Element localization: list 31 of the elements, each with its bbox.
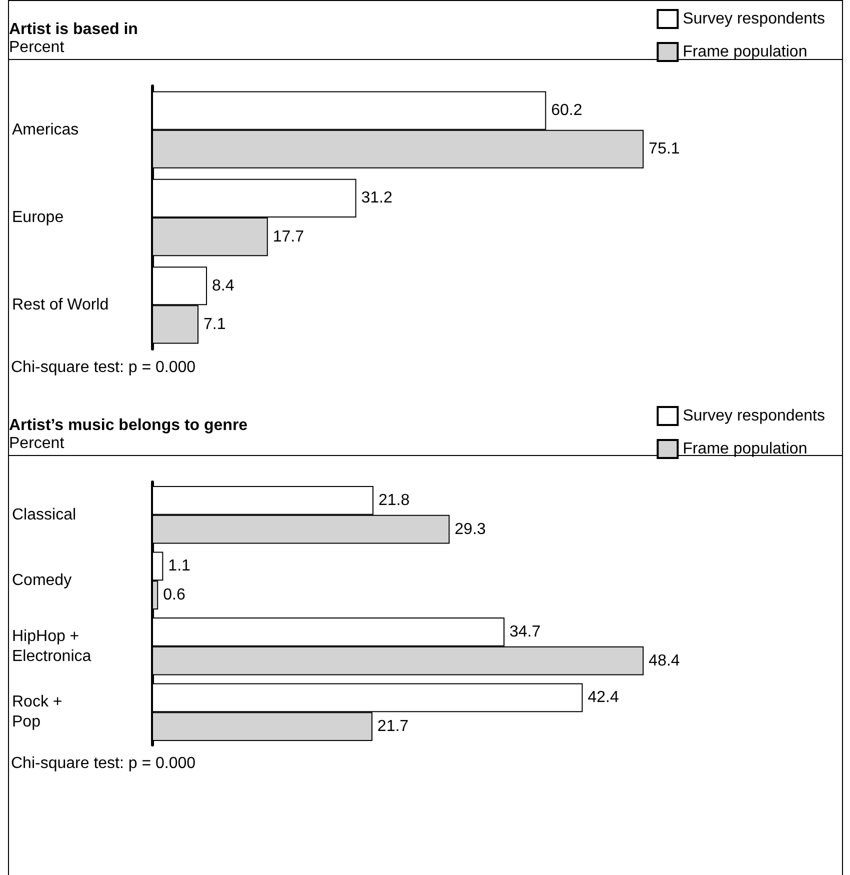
y-tick-label: Rest of World: [12, 296, 109, 314]
data-label: 8.4: [212, 277, 234, 294]
data-label: 60.2: [551, 102, 582, 120]
chart-title: Artist’s music belongs to genre: [9, 417, 248, 434]
y-tick-label: Europe: [12, 209, 64, 226]
y-tick-label: Classical: [12, 506, 76, 524]
y-tick-label: Americas: [12, 121, 79, 138]
data-label: 21.8: [378, 492, 410, 509]
data-label: 17.7: [272, 228, 304, 246]
data-label: 21.7: [377, 718, 409, 736]
data-label: 7.1: [203, 316, 226, 333]
y-tick-label: Rock + Pop: [12, 694, 62, 731]
data-label: 42.4: [588, 689, 619, 706]
legend-label: Survey respondents: [682, 408, 826, 424]
y-tick-label: HipHop + Electronica: [12, 628, 92, 665]
text: Chi-square test: p = 0.000: [11, 359, 196, 377]
chart-title: Artist is based in: [9, 21, 138, 38]
legend-label: Frame population: [682, 440, 808, 458]
data-label: 75.1: [648, 140, 680, 158]
data-label: 31.2: [361, 190, 393, 207]
legend-label: Frame population: [682, 44, 808, 60]
legend-label: Survey respondents: [682, 10, 826, 28]
text: Chi-square test: p = 0.000: [11, 755, 196, 773]
y-tick-label: Comedy: [12, 572, 72, 590]
data-label: 1.1: [168, 558, 191, 575]
data-label: 34.7: [509, 623, 541, 640]
chart-subtitle: Percent: [9, 39, 64, 56]
data-label: 0.6: [163, 586, 186, 604]
chart-subtitle: Percent: [9, 435, 64, 452]
data-label: 48.4: [648, 652, 680, 670]
data-label: 29.3: [454, 520, 486, 538]
